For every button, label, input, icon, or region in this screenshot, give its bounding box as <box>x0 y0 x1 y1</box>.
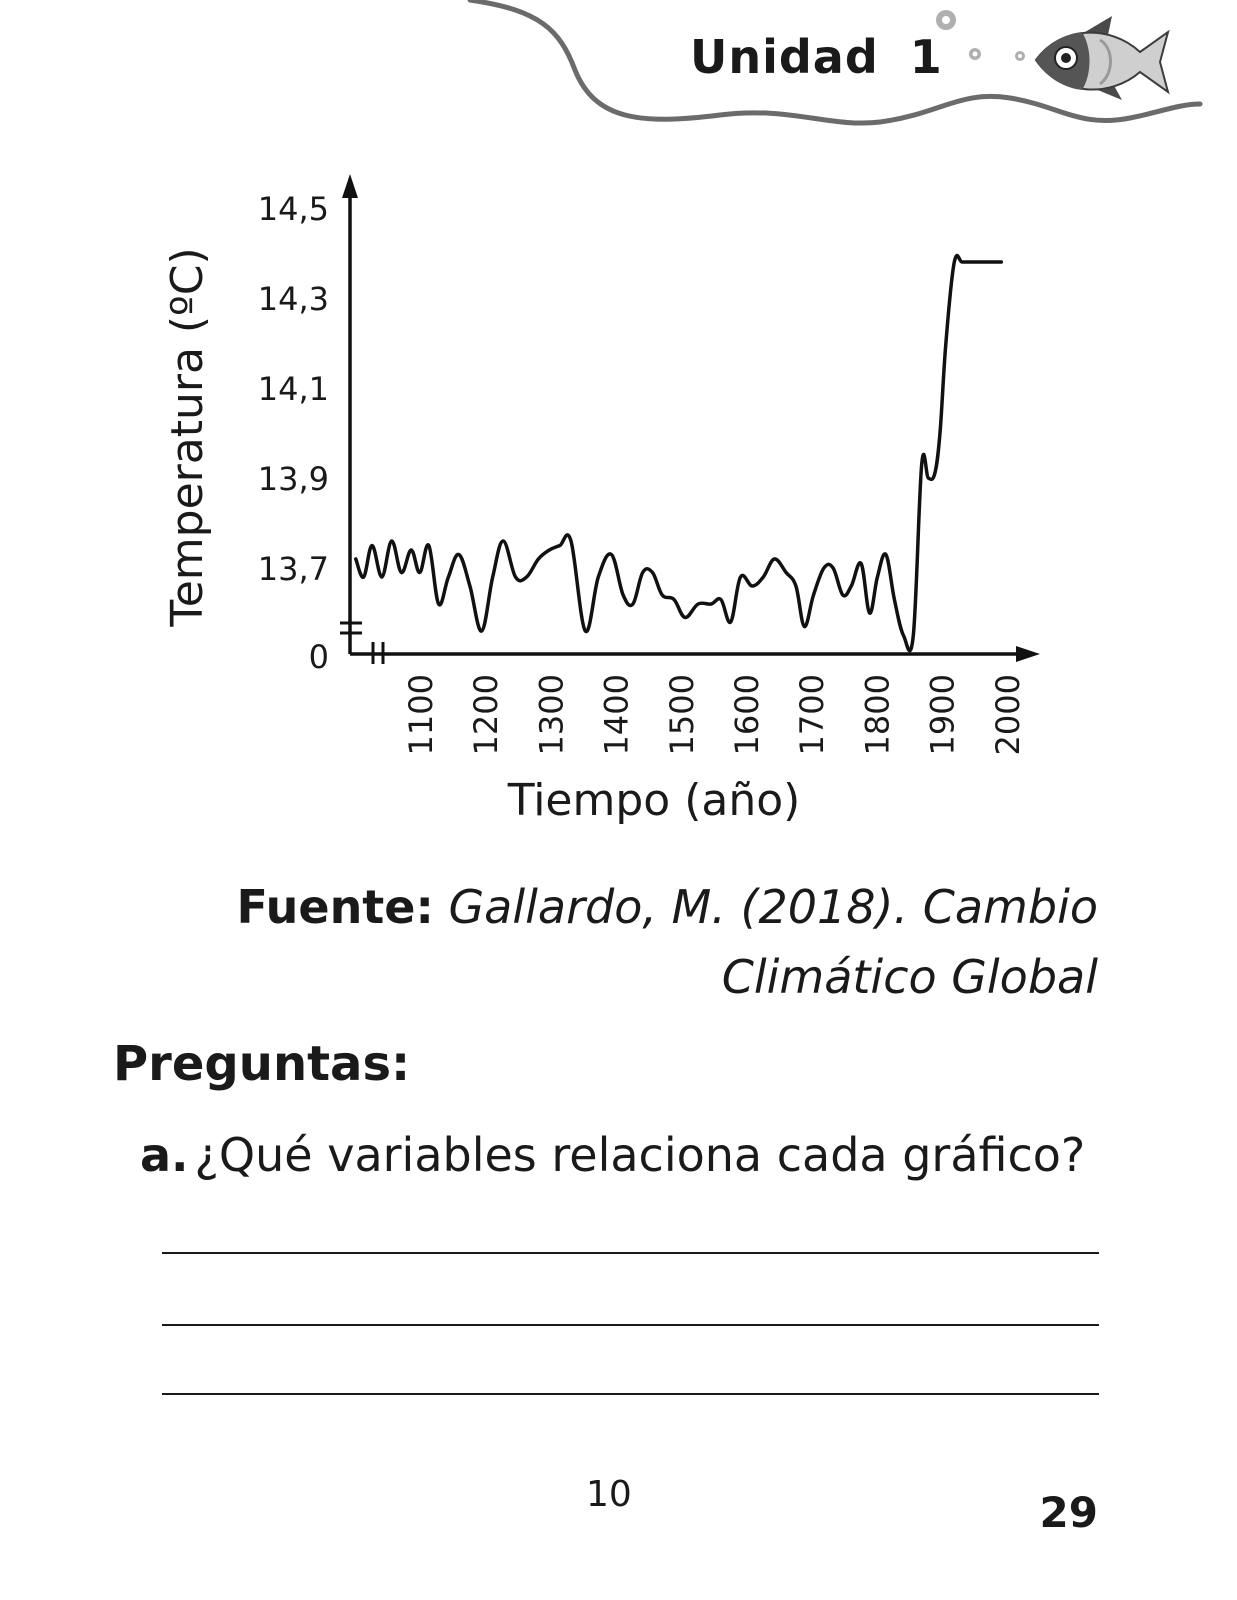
x-tick-label: 1500 <box>663 674 701 755</box>
x-axis-arrow <box>1016 646 1040 662</box>
answer-line[interactable] <box>162 1324 1099 1326</box>
source-citation: Fuente: Gallardo, M. (2018). Cambio Clim… <box>138 872 1098 1012</box>
question-text: ¿Qué variables relaciona cada gráfico? <box>194 1128 1086 1182</box>
y-tick-labels: 0 13,7 13,9 14,1 14,3 14,5 <box>258 190 329 676</box>
answer-line[interactable] <box>162 1393 1099 1395</box>
y-tick-label: 0 <box>309 638 329 676</box>
source-text-line1: Gallardo, M. (2018). Cambio <box>448 880 1098 934</box>
temperature-chart: 0 13,7 13,9 14,1 14,3 14,5 1100 1200 1300 1400 15… <box>162 174 1040 826</box>
x-tick-label: 1100 <box>402 674 440 755</box>
header-decoration <box>467 0 1203 126</box>
x-tick-label: 2000 <box>989 674 1027 755</box>
y-tick-label: 13,9 <box>258 460 329 498</box>
questions-title: Preguntas: <box>113 1036 411 1092</box>
fish-icon <box>1034 16 1170 100</box>
y-axis-arrow <box>342 174 358 198</box>
y-tick-label: 13,7 <box>258 550 329 588</box>
page-number: 29 <box>1039 1488 1098 1537</box>
answer-line[interactable] <box>162 1252 1099 1254</box>
x-tick-label: 1200 <box>467 674 505 755</box>
x-tick-labels: 1100 1200 1300 1400 1500 1600 1700 1800 1900 2000 <box>402 674 1027 755</box>
question-item: a. ¿Qué variables relaciona cada gráfico? <box>140 1128 1085 1182</box>
header-wave <box>467 0 1203 126</box>
x-tick-label: 1400 <box>598 674 636 755</box>
series-line-temperature <box>354 253 1004 653</box>
source-label: Fuente: <box>236 880 434 934</box>
y-axis-label: Temperatura (ºC) <box>162 247 213 627</box>
x-tick-label: 1700 <box>793 674 831 755</box>
x-tick-label: 1800 <box>858 674 896 755</box>
sub-page-number: 10 <box>586 1474 632 1515</box>
y-tick-label: 14,1 <box>258 370 329 408</box>
source-text-line2: Climático Global <box>721 950 1098 1004</box>
x-tick-label: 1900 <box>924 674 962 755</box>
x-tick-label: 1300 <box>532 674 570 755</box>
x-tick-label: 1600 <box>728 674 766 755</box>
question-letter: a. <box>140 1128 189 1182</box>
unit-title: Unidad 1 <box>690 30 943 84</box>
bubbles-icon <box>936 10 1025 61</box>
y-tick-label: 14,5 <box>258 190 329 228</box>
chart-axes <box>340 174 1040 664</box>
y-tick-label: 14,3 <box>258 280 329 318</box>
x-axis-label: Tiempo (año) <box>507 775 801 826</box>
